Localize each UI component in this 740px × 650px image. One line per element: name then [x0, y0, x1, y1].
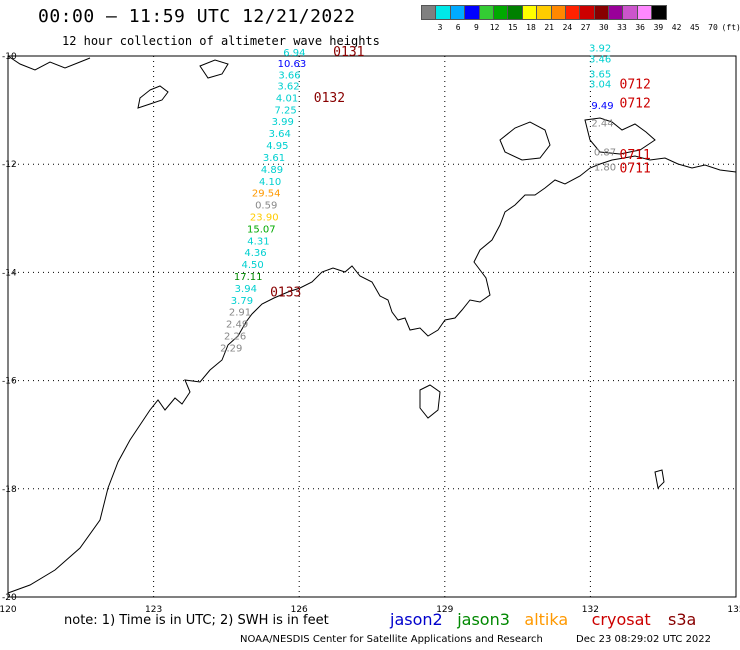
coastline [419, 384, 441, 419]
scale-label: 6 [455, 23, 461, 32]
latitude-label: -20 [2, 593, 17, 603]
scale-label: 3 [437, 23, 443, 32]
longitude-label: 132 [582, 605, 599, 615]
legend-cryosat: cryosat [591, 610, 651, 629]
wave-height-obs-west: 2.26 [224, 331, 246, 342]
map-frame [7, 55, 737, 598]
wave-height-obs-west: 2.49 [226, 320, 248, 331]
wave-height-obs-west: 4.10 [259, 177, 281, 188]
pass-label: 0131 [333, 45, 364, 60]
longitude-label: 123 [145, 605, 162, 615]
wave-height-obs-east: 9.49 [591, 101, 613, 112]
wave-height-obs-west: 4.50 [241, 260, 263, 271]
wave-height-obs-west: 4.95 [266, 141, 288, 152]
wave-height-obs-west: 4.31 [247, 236, 269, 247]
wave-height-obs-east: 1.80 [594, 163, 616, 174]
scale-label: 12 [489, 23, 500, 32]
scale-label: 9 [473, 23, 479, 32]
footer-credit: NOAA/NESDIS Center for Satellite Applica… [240, 634, 711, 645]
wave-height-obs-west: 17.11 [234, 272, 263, 283]
pass-label: 0712 [620, 77, 651, 92]
scale-label: 42 [671, 23, 682, 32]
wave-height-obs-west: 3.94 [235, 284, 257, 295]
coastline [584, 117, 656, 155]
wave-height-obs-west: 4.01 [276, 93, 298, 104]
wave-height-obs-east: 3.46 [589, 54, 611, 65]
latitude-label: -12 [2, 160, 17, 170]
coastline [199, 59, 229, 79]
wave-height-obs-west: 29.54 [252, 189, 281, 200]
wave-height-obs-west: 6.94 [283, 48, 305, 59]
longitude-label: 120 [0, 605, 17, 615]
scale-label: 15 [507, 23, 518, 32]
legend-s3a: s3a [668, 610, 697, 629]
scale-label: 27 [580, 23, 591, 32]
scale-label: 33 [617, 23, 627, 32]
wave-height-obs-west: 2.91 [229, 308, 251, 319]
footer-agency: NOAA/NESDIS Center for Satellite Applica… [240, 634, 543, 645]
scale-label: 24 [562, 23, 573, 32]
scale-label: 39 [653, 23, 664, 32]
longitude-label: 129 [436, 605, 453, 615]
footer-timestamp: Dec 23 08:29:02 UTC 2022 [576, 634, 712, 645]
scale-label: (ft) [721, 23, 740, 32]
latitude-label: -14 [2, 268, 17, 278]
coastline [7, 55, 91, 71]
pass-label: 0712 [620, 96, 651, 111]
longitude-label: 135 [727, 605, 740, 615]
scale-label: 36 [635, 23, 646, 32]
coastline [654, 469, 665, 490]
latitude-label: -16 [2, 377, 17, 387]
wave-height-obs-west: 2.29 [220, 343, 242, 354]
footnote: note: 1) Time is in UTC; 2) SWH is in fe… [64, 613, 329, 628]
wave-height-obs-west: 3.79 [231, 296, 253, 307]
wave-height-obs-west: 3.66 [278, 71, 300, 82]
wave-height-obs-west: 10.63 [278, 59, 307, 70]
longitude-label: 126 [291, 605, 308, 615]
wave-height-obs-east: 2.44 [591, 118, 613, 129]
pass-label: 0133 [270, 286, 301, 301]
wave-height-obs-east: 3.92 [589, 44, 611, 55]
scale-label: 18 [526, 23, 536, 32]
wave-height-obs-west: 4.36 [244, 248, 266, 259]
scale-label: 70 [708, 23, 718, 32]
wave-height-obs-west: 3.61 [263, 153, 285, 164]
scale-label: 45 [689, 23, 700, 32]
wave-height-color-scale [421, 5, 667, 20]
scale-label: 30 [598, 23, 609, 32]
coastline [499, 121, 551, 161]
pass-label: 0711 [620, 148, 651, 163]
scale-label: 21 [544, 23, 555, 32]
wave-height-obs-west: 4.89 [261, 165, 283, 176]
wave-height-obs-west: 3.62 [277, 82, 299, 93]
wave-height-obs-west: 23.90 [250, 212, 279, 223]
wave-height-obs-east: 0.87 [594, 148, 616, 159]
wave-height-obs-east: 3.04 [589, 79, 611, 90]
wave-height-obs-west: 3.64 [269, 129, 291, 140]
color-scale-labels: 3 6 9 12 15 18 21 24 27 30 33 36 39 42 45 70 (ft) [426, 23, 740, 35]
map-title: 00:00 – 11:59 UTC 12/21/2022 [38, 6, 356, 27]
legend-altika: altika [524, 610, 569, 629]
wave-height-obs-west: 7.25 [274, 105, 296, 116]
wave-height-obs-west: 0.59 [255, 201, 277, 212]
legend-jason3: jason3 [457, 610, 510, 629]
legend-jason2: jason2 [390, 610, 443, 629]
coastline [7, 155, 737, 594]
wave-height-obs-east: 3.65 [589, 70, 611, 81]
wave-height-obs-west: 3.99 [272, 117, 294, 128]
pass-label: 0711 [620, 161, 651, 176]
latitude-label: -18 [2, 485, 17, 495]
map-subtitle: 12 hour collection of altimeter wave hei… [62, 34, 380, 48]
coastline [137, 85, 169, 109]
pass-label: 0132 [314, 91, 345, 106]
scale-swatch [651, 5, 667, 20]
wave-height-obs-west: 15.07 [247, 224, 276, 235]
